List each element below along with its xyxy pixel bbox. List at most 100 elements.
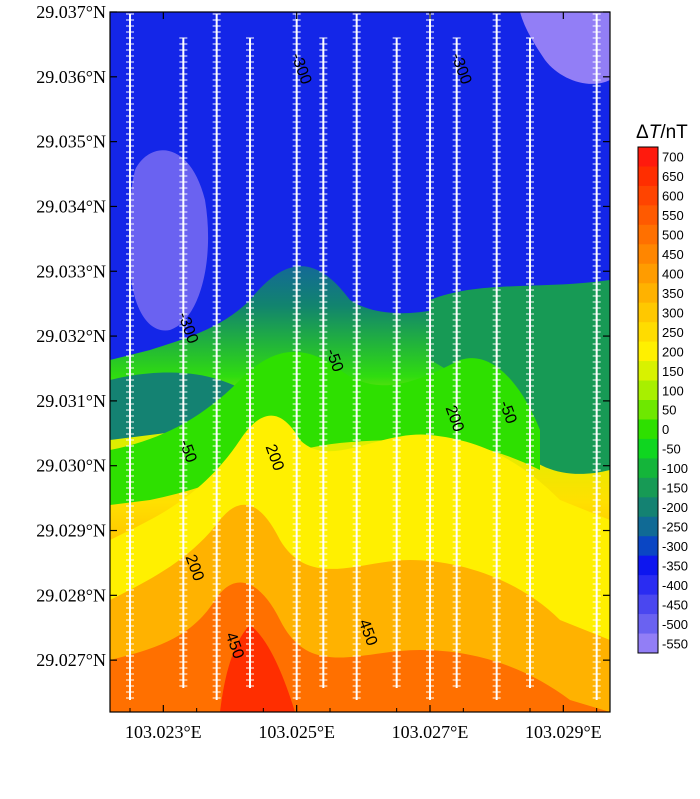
survey-line xyxy=(452,37,461,688)
colorbar-swatch xyxy=(638,263,658,284)
colorbar-label: 350 xyxy=(662,286,684,301)
colorbar-swatch xyxy=(638,594,658,615)
plot-frame xyxy=(109,11,611,713)
colorbar-label: 250 xyxy=(662,325,684,340)
contour-region-low xyxy=(110,12,610,360)
colorbar-label: 500 xyxy=(662,228,684,243)
contour-region-east-mid xyxy=(430,280,610,474)
colorbar-label: 650 xyxy=(662,169,684,184)
y-tick-label: 29.027°N xyxy=(36,650,106,670)
y-tick-label: 29.032°N xyxy=(36,326,106,346)
x-tick-label: 103.029°E xyxy=(525,722,602,742)
y-tick-label: 29.028°N xyxy=(36,585,106,605)
survey-line xyxy=(179,37,188,688)
colorbar-title-var: T xyxy=(649,122,662,143)
contour-region-verylow xyxy=(129,150,209,331)
colorbar-swatch xyxy=(638,244,658,265)
colorbar-swatch xyxy=(638,555,658,576)
colorbar-label: 50 xyxy=(662,403,676,418)
colorbar-label: -150 xyxy=(662,481,688,496)
colorbar-label: 300 xyxy=(662,305,684,320)
colorbar-label: -550 xyxy=(662,636,688,651)
colorbar-swatch xyxy=(638,614,658,635)
colorbar-swatch xyxy=(638,224,658,245)
colorbar-swatch xyxy=(638,438,658,459)
colorbar-label: -250 xyxy=(662,520,688,535)
colorbar-title: ΔT/nT xyxy=(636,122,688,143)
survey-line xyxy=(319,37,328,688)
colorbar-label: 450 xyxy=(662,247,684,262)
colorbar-swatch xyxy=(638,516,658,537)
survey-line xyxy=(212,13,221,700)
colorbar-label: 600 xyxy=(662,189,684,204)
y-tick-label: 29.035°N xyxy=(36,132,106,152)
colorbar-swatch xyxy=(638,419,658,440)
survey-line xyxy=(246,37,254,688)
y-tick-label: 29.034°N xyxy=(36,196,106,216)
colorbar-label: -500 xyxy=(662,617,688,632)
contour-label: -50 xyxy=(496,399,520,427)
y-tick-label: 29.031°N xyxy=(36,391,106,411)
survey-line xyxy=(352,13,361,700)
colorbar-frame xyxy=(637,146,659,654)
colorbar-swatch xyxy=(638,536,658,557)
colorbar: ΔT/nT 7006506005505004504003503002502001… xyxy=(636,122,688,654)
colorbar-label: -300 xyxy=(662,539,688,554)
contour-region-red xyxy=(220,625,295,712)
colorbar-label: -50 xyxy=(662,442,681,457)
colorbar-label: 200 xyxy=(662,344,684,359)
colorbar-swatch xyxy=(638,302,658,323)
colorbar-swatch xyxy=(638,575,658,596)
survey-line xyxy=(492,13,501,700)
colorbar-title-prefix: Δ xyxy=(636,122,649,143)
colorbar-label: 550 xyxy=(662,208,684,223)
survey-line xyxy=(426,13,434,700)
colorbar-swatch xyxy=(638,283,658,304)
colorbar-labels: 7006506005505004504003503002502001501005… xyxy=(662,150,688,652)
y-tick-label: 29.033°N xyxy=(36,261,106,281)
y-tick-label: 29.036°N xyxy=(36,67,106,87)
colorbar-label: -450 xyxy=(662,597,688,612)
colorbar-swatch xyxy=(638,380,658,401)
survey-line xyxy=(292,13,301,700)
plot-area xyxy=(110,12,610,712)
colorbar-swatch xyxy=(638,322,658,343)
colorbar-swatch xyxy=(638,185,658,206)
colorbar-swatch xyxy=(638,361,658,382)
colorbar-swatch xyxy=(638,147,658,167)
survey-line xyxy=(392,37,401,688)
x-tick-label: 103.023°E xyxy=(125,722,202,742)
colorbar-label: -200 xyxy=(662,500,688,515)
colorbar-swatch xyxy=(638,458,658,479)
colorbar-label: 400 xyxy=(662,267,684,282)
colorbar-swatches xyxy=(637,146,659,654)
contour-label: -50 xyxy=(176,437,200,465)
colorbar-swatch xyxy=(638,633,658,654)
colorbar-label: -400 xyxy=(662,578,688,593)
contour-label: -50 xyxy=(322,347,346,375)
x-axis: 103.023°E 103.025°E 103.027°E 103.029°E xyxy=(125,12,602,742)
y-axis: 29.037°N 29.036°N 29.035°N 29.034°N 29.033°N… xyxy=(36,2,610,670)
colorbar-swatch xyxy=(638,400,658,420)
y-tick-label: 29.030°N xyxy=(36,456,106,476)
survey-line xyxy=(592,13,601,700)
colorbar-label: -100 xyxy=(662,461,688,476)
colorbar-swatch xyxy=(638,497,658,518)
colorbar-swatch xyxy=(638,341,658,362)
x-tick-label: 103.027°E xyxy=(392,722,469,742)
contour-region-verylow-ne xyxy=(520,12,610,84)
survey-line xyxy=(126,13,134,700)
colorbar-label: 0 xyxy=(662,422,669,437)
colorbar-title-unit: /nT xyxy=(660,122,688,143)
x-tick-label: 103.025°E xyxy=(258,722,335,742)
survey-line xyxy=(526,37,534,688)
colorbar-label: 150 xyxy=(662,364,684,379)
y-tick-label: 29.037°N xyxy=(36,2,106,22)
colorbar-swatch xyxy=(638,166,658,187)
colorbar-label: 700 xyxy=(662,150,684,165)
y-tick-label: 29.029°N xyxy=(36,521,106,541)
colorbar-label: 100 xyxy=(662,383,684,398)
colorbar-swatch xyxy=(638,477,658,498)
colorbar-swatch xyxy=(638,205,658,226)
